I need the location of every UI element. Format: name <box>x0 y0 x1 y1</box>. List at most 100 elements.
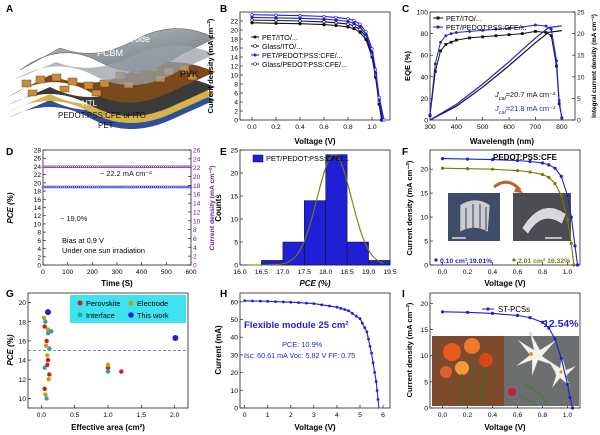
y2-tick-label: 10 <box>193 218 201 225</box>
jv-curve-area-2 <box>442 167 575 266</box>
panel-d-y2label: Current density (mA cm⁻²) <box>209 166 216 251</box>
y-tick-label: 28 <box>34 148 42 155</box>
panel-c: C 300 400 500 600 700 800 0 20 40 60 80 100 0 5 10 15 20… <box>402 4 598 146</box>
y2-tick-label: 26 <box>193 148 201 155</box>
annot-jcal-1-sub: cal <box>499 96 507 102</box>
jv-point-4 <box>352 18 356 23</box>
stpcs-jv-point <box>553 337 557 341</box>
legend-entry-c-pet-pedot: PET/PEDOT:PSS:CFE/... <box>433 23 527 32</box>
annot-jcal-2-val: =21.8 mA cm⁻² <box>506 104 556 113</box>
y-tick-label: 22 <box>34 172 42 179</box>
module-iv-point <box>373 371 377 374</box>
x-tick-label: 19.0 <box>362 269 375 276</box>
x-tick-label: 17.0 <box>276 269 289 276</box>
module-iv-point <box>370 351 373 355</box>
scatter-this-work <box>172 335 179 342</box>
annot-jcal-1-val: =20.7 mA cm⁻² <box>506 90 556 99</box>
scatter-perovskite <box>45 362 50 368</box>
scatter-interface <box>105 369 111 374</box>
y-tick-label: 0 <box>234 118 238 125</box>
scatter-perovskite <box>42 386 47 392</box>
module-iv-point <box>320 303 324 307</box>
y-tick-label: 80 <box>420 31 428 38</box>
legend-g-interface: Interface <box>86 311 115 320</box>
module-iv-point <box>289 300 293 304</box>
x-tick-label: 300 <box>111 269 122 276</box>
y2-tick-label: 10 <box>577 74 585 81</box>
y-tick-label: 26 <box>34 156 42 163</box>
module-iv-point <box>347 309 350 313</box>
jv-point-2 <box>334 21 338 25</box>
y2-tick-label: 22 <box>193 165 201 172</box>
x-tick-label: 0.2 <box>463 269 473 276</box>
panel-e-series <box>248 154 391 266</box>
y-tick-label: 18 <box>230 37 238 44</box>
scatter-perovskite <box>42 324 47 329</box>
panel-g-legend-box <box>70 295 186 323</box>
panel-b-series <box>250 13 386 122</box>
x-tick-label: 18.0 <box>319 269 332 276</box>
scatter-interface <box>44 396 49 401</box>
module-iv-point <box>376 398 380 401</box>
stpcs-jv-point <box>440 310 445 314</box>
eqe-point-2 <box>557 99 561 102</box>
y2-tick-label: 0 <box>193 263 197 270</box>
stpcs-jv-point <box>540 320 545 324</box>
x-tick-label: 1 <box>266 412 270 419</box>
x-tick-label: 0.8 <box>538 269 548 276</box>
y2-tick-label: 24 <box>193 156 201 163</box>
jv-point-1 <box>250 21 254 25</box>
module-iv-point <box>305 301 308 305</box>
jv-point-4 <box>382 118 386 122</box>
eqe-point-2 <box>428 113 432 117</box>
module-iv-point <box>258 299 262 303</box>
y2-tick-label: 12 <box>193 209 201 216</box>
scatter-interface <box>42 365 47 370</box>
eqe-point-2 <box>433 62 437 66</box>
jv-point-area-1 <box>559 174 563 178</box>
panel-f-plot-frame <box>429 149 581 266</box>
module-iv-point <box>243 299 247 303</box>
eqe-point-1 <box>439 49 442 53</box>
y-tick-label: 20 <box>230 370 238 377</box>
panel-i-plot-frame <box>429 292 581 409</box>
y-tick-label: 5 <box>424 239 428 246</box>
jv-point-area-2 <box>528 170 532 174</box>
panel-i-ylabel: Current density (mA cm⁻²) <box>405 302 414 397</box>
y-tick-label: 22 <box>230 19 238 26</box>
panel-c-y2label: Integral current density (mA cm⁻²) <box>591 14 598 118</box>
y-tick-label: 10 <box>230 73 238 80</box>
jv-point-area-2 <box>565 217 570 222</box>
legend-entry-pet-ito: PET/ITO/... <box>251 33 298 42</box>
panel-f-legend: 0.10 cm² 19.01% 2.01 cm² 16.32% <box>434 258 570 265</box>
y-tick-label: 14 <box>230 55 238 62</box>
jv-point-4 <box>370 47 374 51</box>
legend-e-label: PET/PEDOT:PSS:CFE/... <box>266 154 349 163</box>
panel-g-legend: Perovskite Electrode Interface This work <box>77 299 169 320</box>
jv-point-4 <box>346 17 350 21</box>
integral-curve-2 <box>429 25 562 121</box>
scatter-perovskite <box>44 338 49 344</box>
legend-c-pet-pedot: PET/PEDOT:PSS:CFE/... <box>446 23 527 32</box>
y2-tick-label: 15 <box>577 53 585 60</box>
panel-g-series <box>28 309 188 401</box>
eqe-point-1 <box>444 42 448 46</box>
stpcs-jv-point <box>568 395 572 400</box>
scatter-this-work <box>45 309 51 316</box>
x-tick-label: 0 <box>243 412 247 419</box>
jv-point-4 <box>250 13 254 17</box>
y-tick-label: 14 <box>34 205 42 212</box>
jv-point-area-2 <box>440 166 445 170</box>
jv-point-3 <box>298 16 302 20</box>
x-tick-label: 16.5 <box>255 269 268 276</box>
y-tick-label: 12 <box>18 377 26 384</box>
panel-c-xlabel: Wavelength (nm) <box>470 137 534 146</box>
jv-point-area-2 <box>515 169 520 173</box>
jv-point-area-1 <box>528 159 532 164</box>
stpcs-jv-point <box>565 382 570 387</box>
jv-point-area-1 <box>515 158 520 163</box>
legend-entry-pet-pedot: PET/PEDOT:PSS:CFE/... <box>251 51 343 60</box>
x-tick-label: 0.0 <box>438 269 448 276</box>
histogram-bar <box>282 241 305 266</box>
y-tick-label: 18 <box>18 319 26 326</box>
